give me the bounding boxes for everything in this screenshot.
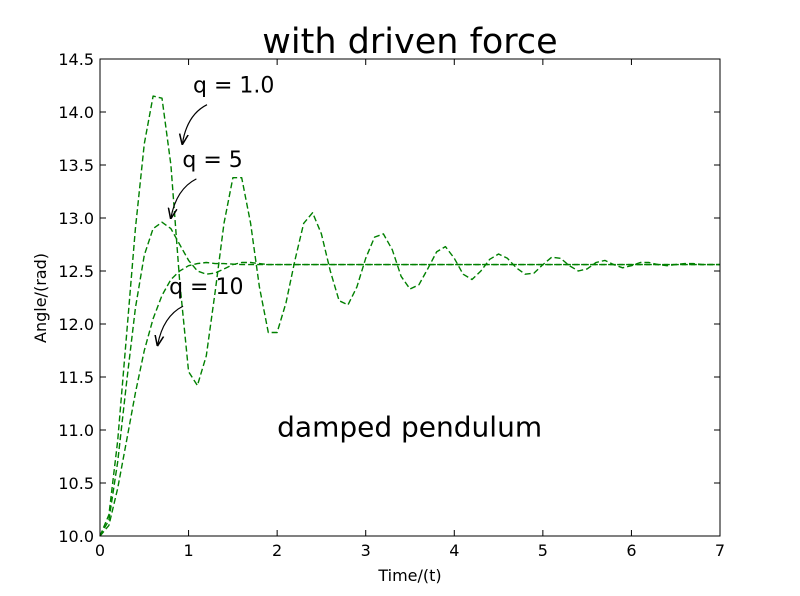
annotation-arrow	[171, 178, 197, 218]
y-tick-label: 13.5	[58, 156, 94, 175]
axes-group	[99, 58, 721, 537]
series-line-3	[99, 261, 720, 537]
x-axis-label: Time/(t)	[377, 566, 441, 585]
annotation-arrow	[158, 305, 184, 345]
y-tick-label: 10.0	[58, 527, 94, 546]
y-tick-label: 14.5	[58, 50, 94, 69]
annotation-arrow	[182, 104, 208, 144]
y-tick-label: 14.0	[58, 103, 94, 122]
series-line-1	[99, 95, 720, 537]
chart-title: with driven force	[262, 22, 557, 62]
x-tick-label: 2	[272, 541, 282, 560]
ticks-group: 0 1 2 3 4 5 6 7 10.0 10.5 11.0 11.5 12.0 12.5 13.0 13.5…	[58, 50, 725, 560]
annotation-label-2: q = 5	[182, 148, 242, 173]
x-tick-label: 3	[361, 541, 371, 560]
plot-frame	[99, 58, 721, 537]
series-line-2	[99, 221, 720, 537]
y-axis-label: Angle/(rad)	[31, 253, 50, 343]
y-tick-label: 11.0	[58, 421, 94, 440]
plot-series-group	[99, 95, 720, 537]
annotation-label-1: q = 1.0	[193, 74, 274, 99]
x-tick-label: 4	[449, 541, 459, 560]
x-tick-label: 0	[95, 541, 105, 560]
x-tick-label: 6	[626, 541, 636, 560]
annotation-label-3: q = 10	[169, 275, 243, 300]
annotation-group: q = 1.0 q = 5 q = 10 damped pendulum	[158, 74, 542, 443]
chart-inner-label: damped pendulum	[277, 410, 542, 443]
y-tick-label: 12.0	[58, 315, 94, 334]
y-tick-label: 13.0	[58, 209, 94, 228]
x-tick-label: 1	[183, 541, 193, 560]
y-tick-label: 11.5	[58, 368, 94, 387]
x-tick-label: 5	[538, 541, 548, 560]
x-tick-label: 7	[715, 541, 725, 560]
y-tick-label: 12.5	[58, 262, 94, 281]
y-tick-label: 10.5	[58, 474, 94, 493]
